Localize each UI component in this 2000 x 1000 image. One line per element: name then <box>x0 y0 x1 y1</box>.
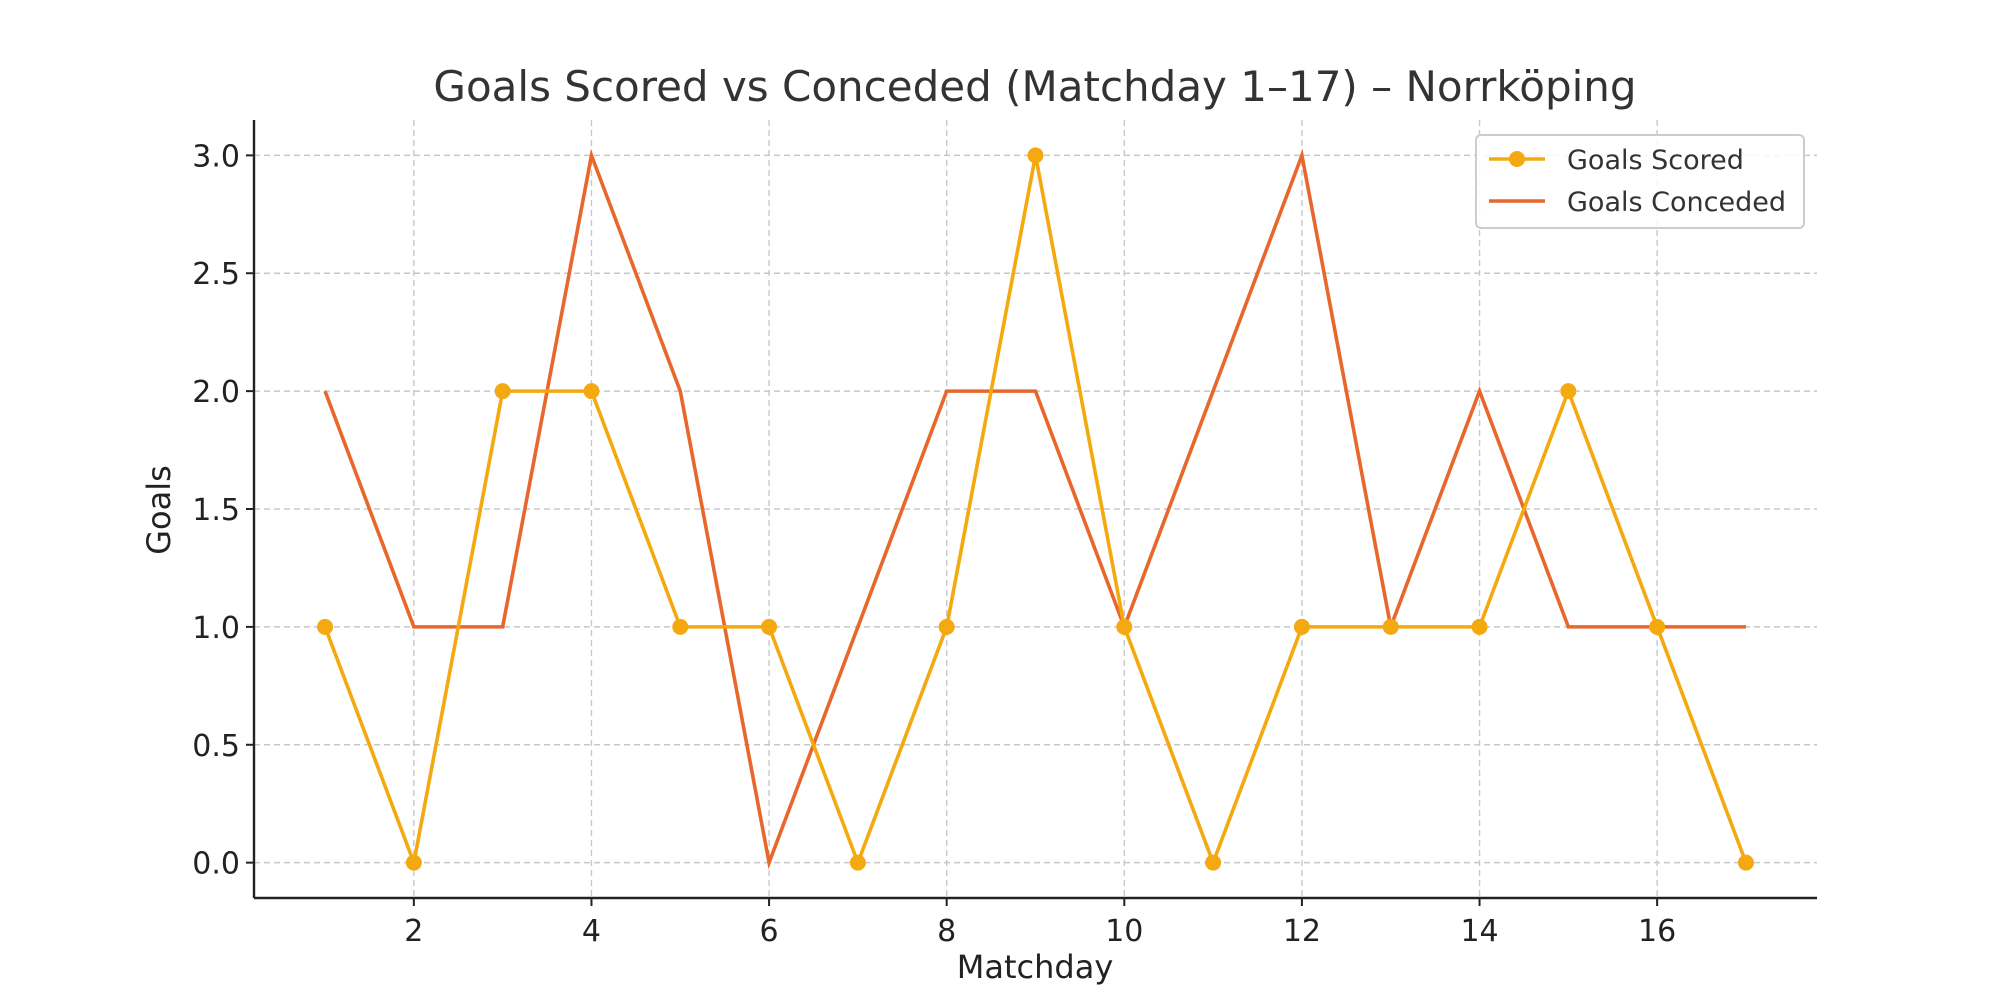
data-point-goals-scored <box>494 383 511 400</box>
grid-lines <box>254 120 1817 898</box>
x-tick-label: 2 <box>404 914 423 949</box>
y-tick-label: 2.0 <box>192 375 240 410</box>
data-point-goals-scored <box>1560 383 1577 400</box>
y-tick-label: 2.5 <box>192 257 240 292</box>
legend: Goals Scored Goals Conceded <box>1475 134 1805 229</box>
y-axis-ticks: 0.0 0.5 1.0 1.5 2.0 2.5 3.0 <box>192 139 254 882</box>
x-tick-label: 14 <box>1460 914 1498 949</box>
series-layer <box>317 147 1754 871</box>
y-tick-label: 1.0 <box>192 611 240 646</box>
data-point-goals-scored <box>1027 147 1044 164</box>
data-point-goals-scored <box>1649 618 1666 635</box>
legend-label-goals-scored: Goals Scored <box>1567 145 1744 176</box>
data-point-goals-scored <box>1737 854 1754 871</box>
y-tick-label: 3.0 <box>192 139 240 174</box>
data-point-goals-scored <box>1116 618 1133 635</box>
legend-label-goals-conceded: Goals Conceded <box>1567 187 1786 218</box>
series-goals-conceded <box>323 148 1746 870</box>
series-goals-scored <box>317 147 1754 871</box>
x-tick-label: 4 <box>582 914 601 949</box>
data-point-goals-scored <box>672 618 689 635</box>
x-axis-ticks: 2 4 6 8 10 12 14 16 <box>404 898 1676 949</box>
data-point-goals-scored <box>317 618 334 635</box>
x-axis-label: Matchday <box>957 948 1114 986</box>
x-tick-label: 6 <box>760 914 779 949</box>
x-tick-label: 10 <box>1105 914 1143 949</box>
y-tick-label: 1.5 <box>192 493 240 528</box>
y-tick-label: 0.5 <box>192 729 240 764</box>
x-tick-label: 8 <box>937 914 956 949</box>
data-point-goals-scored <box>1471 618 1488 635</box>
x-tick-label: 12 <box>1283 914 1321 949</box>
y-tick-label: 0.0 <box>192 847 240 882</box>
data-point-goals-scored <box>849 854 866 871</box>
legend-marker-goals-scored <box>1509 151 1525 167</box>
data-point-goals-scored <box>761 618 778 635</box>
data-point-goals-scored <box>1205 854 1222 871</box>
data-point-goals-scored <box>405 854 422 871</box>
series-line-goals-conceded <box>323 148 1746 870</box>
y-axis-label: Goals <box>140 465 178 555</box>
data-point-goals-scored <box>583 383 600 400</box>
data-point-goals-scored <box>1382 618 1399 635</box>
legend-box <box>1475 134 1805 229</box>
data-point-goals-scored <box>1293 618 1310 635</box>
x-tick-label: 16 <box>1638 914 1676 949</box>
data-point-goals-scored <box>938 618 955 635</box>
chart-title: Goals Scored vs Conceded (Matchday 1–17)… <box>433 62 1636 111</box>
